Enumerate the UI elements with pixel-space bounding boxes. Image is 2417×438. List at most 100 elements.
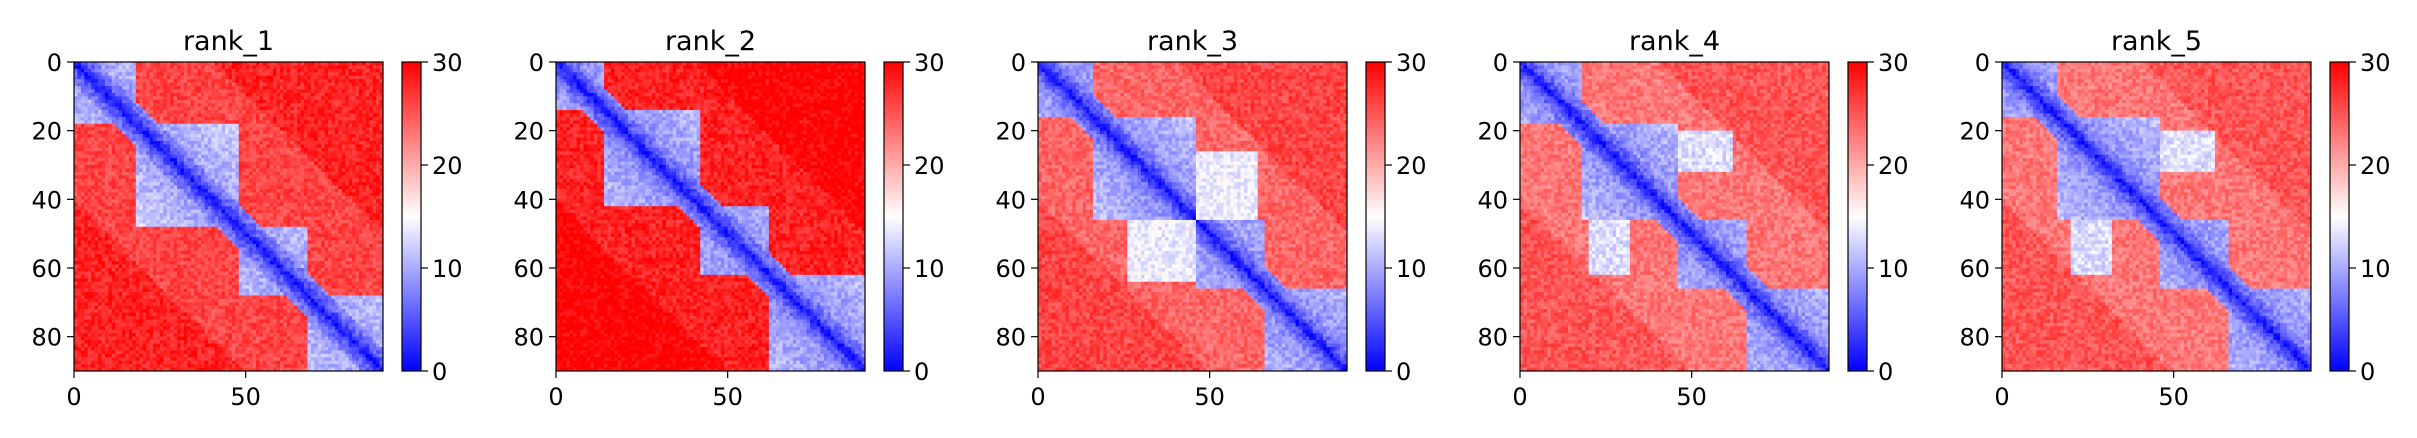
heatmap-cell <box>287 182 291 186</box>
heatmap-cell <box>290 134 294 138</box>
heatmap-cell <box>208 83 212 87</box>
heatmap-cell <box>170 96 174 100</box>
heatmap-cell <box>136 179 140 183</box>
heatmap-cell <box>180 189 184 193</box>
heatmap-cell <box>208 206 212 210</box>
heatmap-cell <box>129 107 133 111</box>
heatmap-cell <box>369 100 373 104</box>
heatmap-cell <box>194 110 198 114</box>
heatmap-cell <box>259 131 263 135</box>
heatmap-cell <box>198 168 202 172</box>
heatmap-cell <box>304 162 308 166</box>
heatmap-cell <box>191 72 195 76</box>
heatmap-cell <box>338 141 342 145</box>
heatmap-cell <box>105 69 109 73</box>
heatmap-cell <box>356 120 360 124</box>
heatmap-cell <box>98 203 102 207</box>
heatmap-cell <box>249 172 253 176</box>
heatmap-cell <box>150 131 154 135</box>
heatmap-cell <box>88 196 92 200</box>
heatmap-cell <box>376 189 380 193</box>
heatmap-cell <box>150 175 154 179</box>
heatmap-cell <box>259 114 263 118</box>
heatmap-cell <box>115 120 119 124</box>
heatmap-cell <box>177 162 181 166</box>
heatmap-cell <box>362 124 366 128</box>
heatmap-cell <box>136 89 140 93</box>
heatmap-cell <box>222 213 226 217</box>
heatmap-cell <box>91 65 95 69</box>
heatmap-cell <box>132 89 136 93</box>
heatmap-cell <box>235 203 239 207</box>
heatmap-cell <box>153 120 157 124</box>
heatmap-cell <box>81 79 85 83</box>
heatmap-cell <box>369 189 373 193</box>
heatmap-cell <box>246 110 250 114</box>
heatmap-cell <box>139 144 143 148</box>
heatmap-cell <box>156 114 160 118</box>
heatmap-cell <box>270 148 274 152</box>
heatmap-cell <box>153 155 157 159</box>
heatmap-cell <box>359 110 363 114</box>
heatmap-cell <box>253 203 257 207</box>
heatmap-cell <box>225 117 229 121</box>
heatmap-cell <box>198 165 202 169</box>
heatmap-cell <box>108 172 112 176</box>
heatmap-cell <box>314 165 318 169</box>
heatmap-cell <box>201 196 205 200</box>
heatmap-cell <box>108 110 112 114</box>
heatmap-cell <box>208 69 212 73</box>
heatmap-cell <box>108 196 112 200</box>
heatmap-cell <box>211 210 215 214</box>
heatmap-cell <box>126 134 130 138</box>
heatmap-cell <box>318 192 322 196</box>
heatmap-cell <box>359 107 363 111</box>
heatmap-cell <box>101 103 105 107</box>
heatmap-cell <box>129 199 133 203</box>
heatmap-cell <box>294 100 298 104</box>
heatmap-cell <box>208 117 212 121</box>
heatmap-cell <box>270 162 274 166</box>
heatmap-cell <box>167 199 171 203</box>
heatmap-cell <box>280 117 284 121</box>
heatmap-cell <box>253 89 257 93</box>
heatmap-cell <box>359 151 363 155</box>
heatmap-cell <box>122 79 126 83</box>
heatmap-cell <box>136 114 140 118</box>
heatmap-cell <box>115 217 119 221</box>
heatmap-cell <box>204 110 208 114</box>
heatmap-cell <box>191 175 195 179</box>
heatmap-cell <box>287 124 291 128</box>
heatmap-cell <box>101 162 105 166</box>
heatmap-cell <box>332 203 336 207</box>
heatmap-cell <box>356 165 360 169</box>
heatmap-cell <box>277 192 281 196</box>
heatmap-cell <box>232 210 236 214</box>
heatmap-cell <box>373 86 377 90</box>
heatmap-cell <box>356 203 360 207</box>
heatmap-cell <box>359 131 363 135</box>
heatmap-cell <box>180 165 184 169</box>
heatmap-cell <box>266 220 270 224</box>
heatmap-cell <box>136 189 140 193</box>
heatmap-cell <box>314 155 318 159</box>
heatmap-cell <box>342 144 346 148</box>
heatmap-cell <box>369 151 373 155</box>
heatmap-cell <box>174 79 178 83</box>
heatmap-cell <box>235 127 239 131</box>
heatmap-cell <box>201 220 205 224</box>
heatmap-cell <box>77 131 81 135</box>
heatmap-cell <box>88 151 92 155</box>
heatmap-cell <box>311 127 315 131</box>
heatmap-cell <box>191 110 195 114</box>
heatmap-cell <box>139 192 143 196</box>
heatmap-cell <box>277 199 281 203</box>
heatmap-cell <box>294 206 298 210</box>
heatmap-cell <box>184 134 188 138</box>
heatmap-cell <box>325 134 329 138</box>
heatmap-cell <box>232 213 236 217</box>
heatmap-cell <box>362 175 366 179</box>
heatmap-cell <box>290 213 294 217</box>
heatmap-cell <box>266 155 270 159</box>
heatmap-cell <box>318 172 322 176</box>
